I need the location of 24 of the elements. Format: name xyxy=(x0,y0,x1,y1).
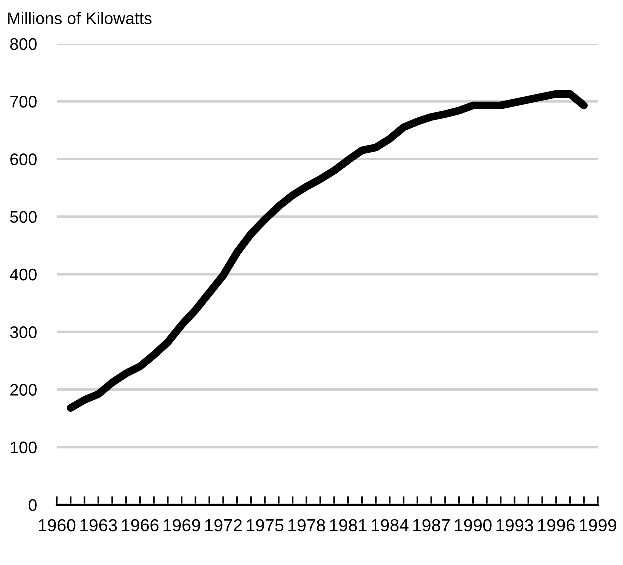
x-tick-label: 1993 xyxy=(496,519,534,532)
y-tick-label: 0 xyxy=(28,499,37,512)
y-tick-label: 300 xyxy=(10,326,37,338)
x-tick-label: 1999 xyxy=(580,519,616,532)
x-tick-label: 1996 xyxy=(538,519,575,532)
x-tick-label: 1975 xyxy=(247,519,284,532)
y-tick-label: 500 xyxy=(10,211,37,224)
x-tick-label: 1978 xyxy=(288,519,326,532)
y-tick-label: 400 xyxy=(10,268,37,281)
y-tick-label: 800 xyxy=(10,38,37,50)
y-tick-label: 200 xyxy=(10,384,37,396)
x-tick-label: 1963 xyxy=(80,519,118,532)
y-tick-label: 100 xyxy=(11,442,37,454)
x-tick-label: 1984 xyxy=(372,519,409,532)
x-tick-label: 1960 xyxy=(39,519,76,532)
x-tick-label: 1990 xyxy=(455,519,492,532)
x-tick-label: 1987 xyxy=(414,519,450,532)
x-tick-label: 1969 xyxy=(164,519,200,532)
y-tick-label: 700 xyxy=(10,96,37,108)
x-tick-label: 1966 xyxy=(122,519,159,532)
y-tick-label: 600 xyxy=(10,154,37,166)
x-tick-label: 1972 xyxy=(205,519,242,532)
y-axis-title: Millions of Kilowatts xyxy=(8,12,152,24)
x-tick-label: 1981 xyxy=(330,519,367,532)
